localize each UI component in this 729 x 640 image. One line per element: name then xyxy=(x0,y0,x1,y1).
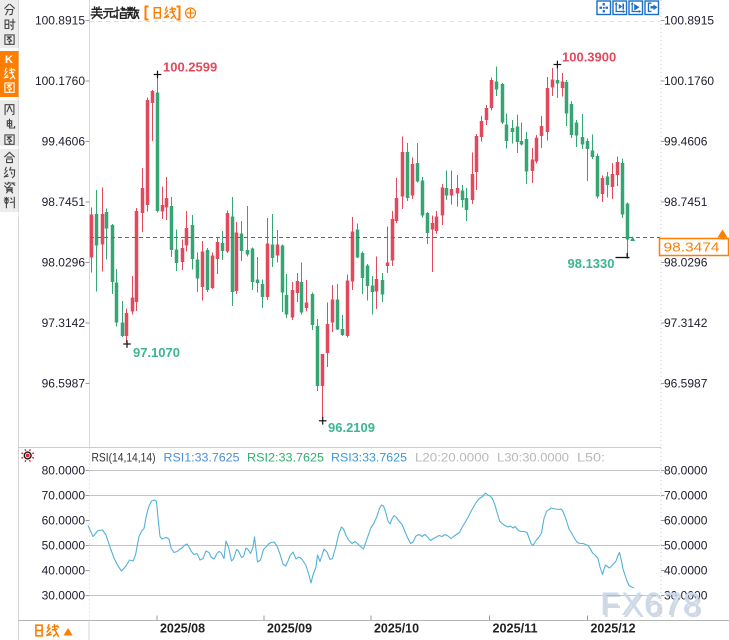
svg-text:30.0000: 30.0000 xyxy=(42,589,86,603)
svg-text:2025/11: 2025/11 xyxy=(493,621,538,636)
svg-text:100.2599: 100.2599 xyxy=(163,60,217,75)
svg-text:2025/08: 2025/08 xyxy=(160,621,205,636)
svg-text:100.1760: 100.1760 xyxy=(35,74,85,88)
svg-text:50.0000: 50.0000 xyxy=(42,539,86,553)
svg-text:50.0000: 50.0000 xyxy=(664,539,708,553)
svg-text:K: K xyxy=(5,54,13,66)
svg-text:RSI(14,14,14): RSI(14,14,14) xyxy=(92,451,156,465)
svg-text:FX678: FX678 xyxy=(600,586,702,622)
svg-text:2025/09: 2025/09 xyxy=(267,621,312,636)
svg-text:40.0000: 40.0000 xyxy=(664,564,708,578)
svg-text:97.3142: 97.3142 xyxy=(664,316,708,330)
svg-text:RSI1:33.7625: RSI1:33.7625 xyxy=(164,451,240,465)
svg-text:97.1070: 97.1070 xyxy=(133,345,180,360)
svg-text:L30:30.0000: L30:30.0000 xyxy=(497,451,569,465)
svg-text:80.0000: 80.0000 xyxy=(664,464,708,478)
svg-text:98.0296: 98.0296 xyxy=(664,256,708,270)
svg-text:70.0000: 70.0000 xyxy=(664,489,708,503)
svg-text:98.0296: 98.0296 xyxy=(42,256,86,270)
svg-text:2025/10: 2025/10 xyxy=(374,621,419,636)
svg-text:100.1760: 100.1760 xyxy=(664,74,714,88)
svg-text:100.8915: 100.8915 xyxy=(664,14,714,28)
svg-text:RSI2:33.7625: RSI2:33.7625 xyxy=(247,451,324,465)
svg-text:100.8915: 100.8915 xyxy=(35,14,85,28)
svg-text:80.0000: 80.0000 xyxy=(42,464,86,478)
svg-text:99.4606: 99.4606 xyxy=(664,135,708,149)
svg-text:FX678: FX678 xyxy=(602,588,704,624)
svg-text:98.7451: 98.7451 xyxy=(42,195,86,209)
svg-text:96.5987: 96.5987 xyxy=(42,377,86,391)
svg-text:98.7451: 98.7451 xyxy=(664,195,708,209)
svg-text:60.0000: 60.0000 xyxy=(42,514,86,528)
svg-text:RSI3:33.7625: RSI3:33.7625 xyxy=(331,451,407,465)
svg-text:98.3474: 98.3474 xyxy=(664,240,720,255)
svg-text:2025/12: 2025/12 xyxy=(591,621,636,636)
svg-text:L20:20.0000: L20:20.0000 xyxy=(415,451,489,465)
svg-text:99.4606: 99.4606 xyxy=(42,135,86,149)
svg-text:96.5987: 96.5987 xyxy=(664,377,708,391)
svg-text:96.2109: 96.2109 xyxy=(328,420,375,435)
svg-text:40.0000: 40.0000 xyxy=(42,564,86,578)
svg-text:97.3142: 97.3142 xyxy=(42,316,86,330)
svg-text:60.0000: 60.0000 xyxy=(664,514,708,528)
svg-text:98.1330: 98.1330 xyxy=(568,256,615,271)
svg-text:70.0000: 70.0000 xyxy=(42,489,86,503)
svg-text:L50:: L50: xyxy=(577,451,605,465)
svg-text:30.0000: 30.0000 xyxy=(664,589,708,603)
svg-text:100.3900: 100.3900 xyxy=(562,50,616,65)
